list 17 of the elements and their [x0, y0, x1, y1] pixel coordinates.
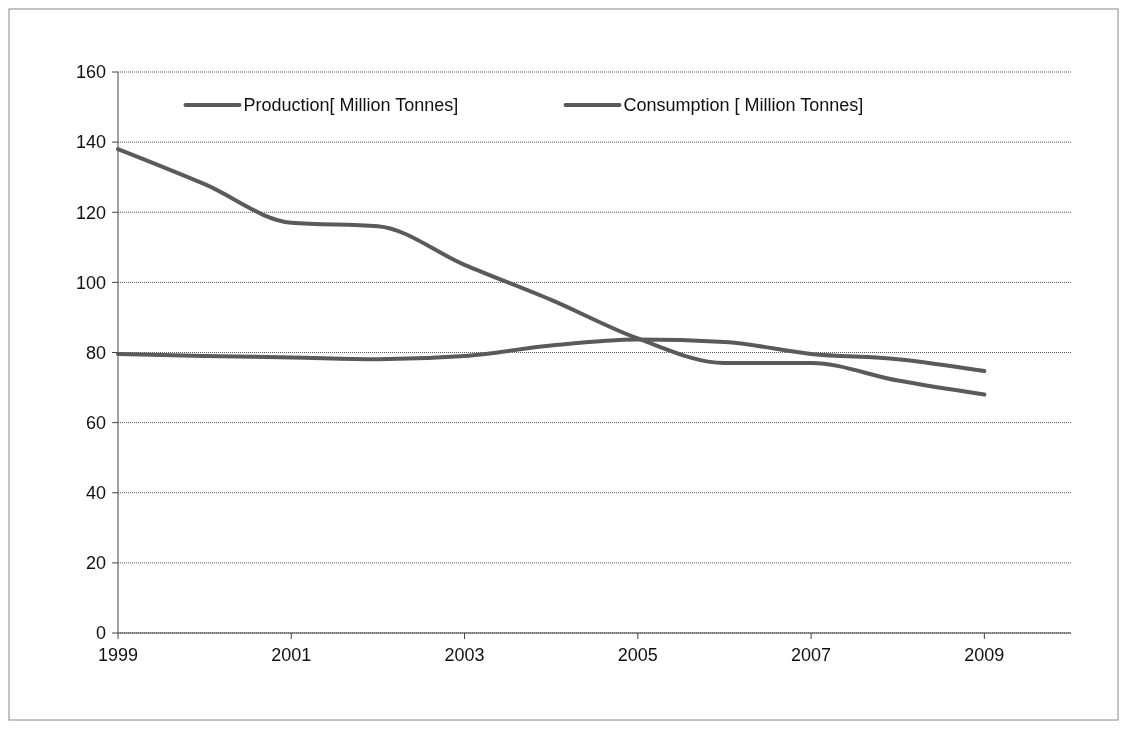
y-tick-label: 60: [85, 412, 106, 433]
x-tick-label: 2005: [617, 645, 658, 665]
x-tick-label: 2001: [271, 645, 312, 665]
y-tick-label: 140: [75, 132, 106, 153]
y-tick-label: 100: [75, 272, 106, 293]
x-tick-label: 2009: [964, 645, 1005, 665]
y-tick-label: 40: [85, 483, 106, 504]
x-tick-label: 1999: [97, 645, 139, 665]
y-tick-label: 20: [85, 553, 106, 574]
y-tick-label: 120: [75, 202, 106, 223]
legend-label: Production[ Million Tonnes]: [243, 95, 459, 116]
y-tick-label: 160: [75, 62, 106, 83]
y-tick-label: 0: [95, 623, 106, 644]
legend-label: Consumption [ Million Tonnes]: [623, 95, 864, 116]
x-tick-label: 2007: [791, 645, 832, 665]
x-tick-label: 2003: [444, 645, 485, 665]
y-tick-label: 80: [85, 342, 106, 363]
